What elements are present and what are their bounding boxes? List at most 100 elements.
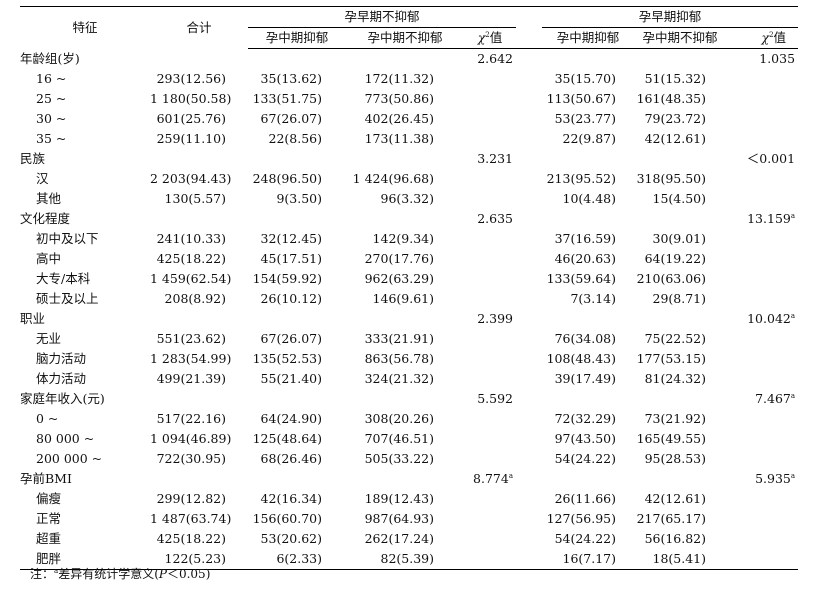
cell-a: 45(17.51): [260, 251, 322, 266]
header-mid-nodep-2: 孕中期不抑郁: [634, 27, 727, 49]
cell-a: 32(12.45): [260, 231, 322, 246]
cell-a: 9(3.50): [276, 191, 322, 206]
chi-value-2: 1.035: [759, 51, 796, 66]
cell-c: 22(9.87): [562, 131, 617, 146]
cell-b: 1 424(96.68): [352, 171, 434, 186]
cell-b: 863(56.78): [364, 351, 434, 366]
cell-total: 517(22.16): [156, 411, 226, 426]
cell-d: 210(63.06): [636, 271, 707, 286]
cell-b: [346, 309, 464, 329]
table-row: 初中及以下 241(10.33) 32(12.45) 142(9.34) 37(16.5…: [20, 229, 798, 249]
cell-total: [150, 469, 248, 489]
spacer: [516, 429, 542, 449]
cell-total: [150, 389, 248, 409]
cell-b: [346, 209, 464, 229]
row-label: 200 000 ~: [36, 451, 103, 466]
cell-chi-empty: [464, 429, 516, 449]
cell-d: 161(48.35): [636, 91, 707, 106]
cell-b: 773(50.86): [364, 91, 434, 106]
cell-a: 26(10.12): [260, 291, 322, 306]
cell-a: 133(51.75): [252, 91, 322, 106]
cell-a: 6(2.33): [248, 549, 346, 570]
cell-chi-empty: [464, 529, 516, 549]
spacer: [516, 49, 542, 70]
cell-a: 22(8.56): [268, 131, 323, 146]
cell-chi-empty: [726, 529, 798, 549]
spacer: [516, 249, 542, 269]
cell-a: [248, 309, 346, 329]
cell-d: 73(21.92): [644, 411, 707, 426]
row-label: 80 000 ~: [36, 431, 95, 446]
cell-d: 165(49.55): [636, 431, 707, 446]
cell-b: 333(21.91): [364, 331, 434, 346]
cell-b: 270(17.76): [364, 251, 434, 266]
chi-value-2: 5.935a: [755, 471, 796, 486]
cell-chi-empty: [726, 69, 798, 89]
cell-b: 146(9.61): [372, 291, 434, 306]
cell-chi-empty: [464, 369, 516, 389]
cell-a: 67(26.07): [260, 331, 322, 346]
cell-c: 46(20.63): [554, 251, 617, 266]
cell-chi-empty: [726, 269, 798, 289]
chi-value-1: 8.774a: [473, 471, 514, 486]
cell-a: 67(26.07): [260, 111, 322, 126]
cell-chi-empty: [464, 229, 516, 249]
cell-chi-empty: [464, 249, 516, 269]
row-label: 高中: [36, 251, 62, 266]
cell-d: 64(19.22): [644, 251, 707, 266]
cell-total: 425(18.22): [156, 531, 226, 546]
spacer: [516, 89, 542, 109]
cell-chi-empty: [726, 89, 798, 109]
cell-a: 55(21.40): [260, 371, 322, 386]
row-label: 16 ~: [36, 71, 67, 86]
cell-chi-empty: [726, 229, 798, 249]
cell-b: 962(63.29): [364, 271, 434, 286]
cell-c: 133(59.64): [546, 271, 617, 286]
table-row: 25 ~ 1 180(50.58) 133(51.75) 773(50.86) 113(…: [20, 89, 798, 109]
cell-a: [248, 469, 346, 489]
cell-a: [248, 49, 346, 70]
cell-a: 68(26.46): [260, 451, 322, 466]
spacer: [516, 229, 542, 249]
cell-chi-empty: [726, 489, 798, 509]
cell-chi-empty: [464, 69, 516, 89]
cell-b: 402(26.45): [364, 111, 434, 126]
cell-c: [542, 149, 634, 169]
table-row: 超重 425(18.22) 53(20.62) 262(17.24) 54(24.22)…: [20, 529, 798, 549]
spacer: [516, 149, 542, 169]
cell-d: 217(65.17): [636, 511, 707, 526]
table-row: 偏瘦 299(12.82) 42(16.34) 189(12.43) 26(11.66)…: [20, 489, 798, 509]
cell-chi-empty: [726, 349, 798, 369]
header-feature: 特征: [20, 6, 150, 49]
header-mid-dep-2: 孕中期抑郁: [542, 27, 635, 49]
table-row: 35 ~ 259(11.10) 22(8.56) 173(11.38) 22(9.87)…: [20, 129, 798, 149]
cell-a: [248, 209, 346, 229]
spacer: [516, 449, 542, 469]
cell-a: 125(48.64): [252, 431, 322, 446]
cell-b: 142(9.34): [372, 231, 434, 246]
cell-total: 241(10.33): [156, 231, 226, 246]
cell-b: 987(64.93): [364, 511, 434, 526]
table-row: 其他 130(5.57) 9(3.50) 96(3.32) 10(4.48) 15(4.5…: [20, 189, 798, 209]
cell-chi-empty: [464, 109, 516, 129]
cell-total: 551(23.62): [156, 331, 226, 346]
cell-d: 15(4.50): [652, 191, 707, 206]
chi-value-1: 5.592: [477, 391, 514, 406]
spacer: [516, 529, 542, 549]
spacer: [516, 309, 542, 329]
cell-chi-empty: [464, 329, 516, 349]
group-label: 文化程度: [20, 211, 71, 226]
row-label: 30 ~: [36, 111, 67, 126]
cell-total: 293(12.56): [156, 71, 226, 86]
spacer: [516, 489, 542, 509]
cell-d: 318(95.50): [636, 171, 707, 186]
header-total: 合计: [150, 6, 248, 49]
spacer: [516, 129, 542, 149]
row-label: 正常: [36, 511, 62, 526]
cell-d: [634, 149, 726, 169]
cell-chi-empty: [726, 129, 798, 149]
cell-chi-empty: [726, 289, 798, 309]
cell-c: 54(24.22): [554, 531, 617, 546]
cell-a: 35(13.62): [260, 71, 322, 86]
table-row: 30 ~ 601(25.76) 67(26.07) 402(26.45) 53(23.7…: [20, 109, 798, 129]
